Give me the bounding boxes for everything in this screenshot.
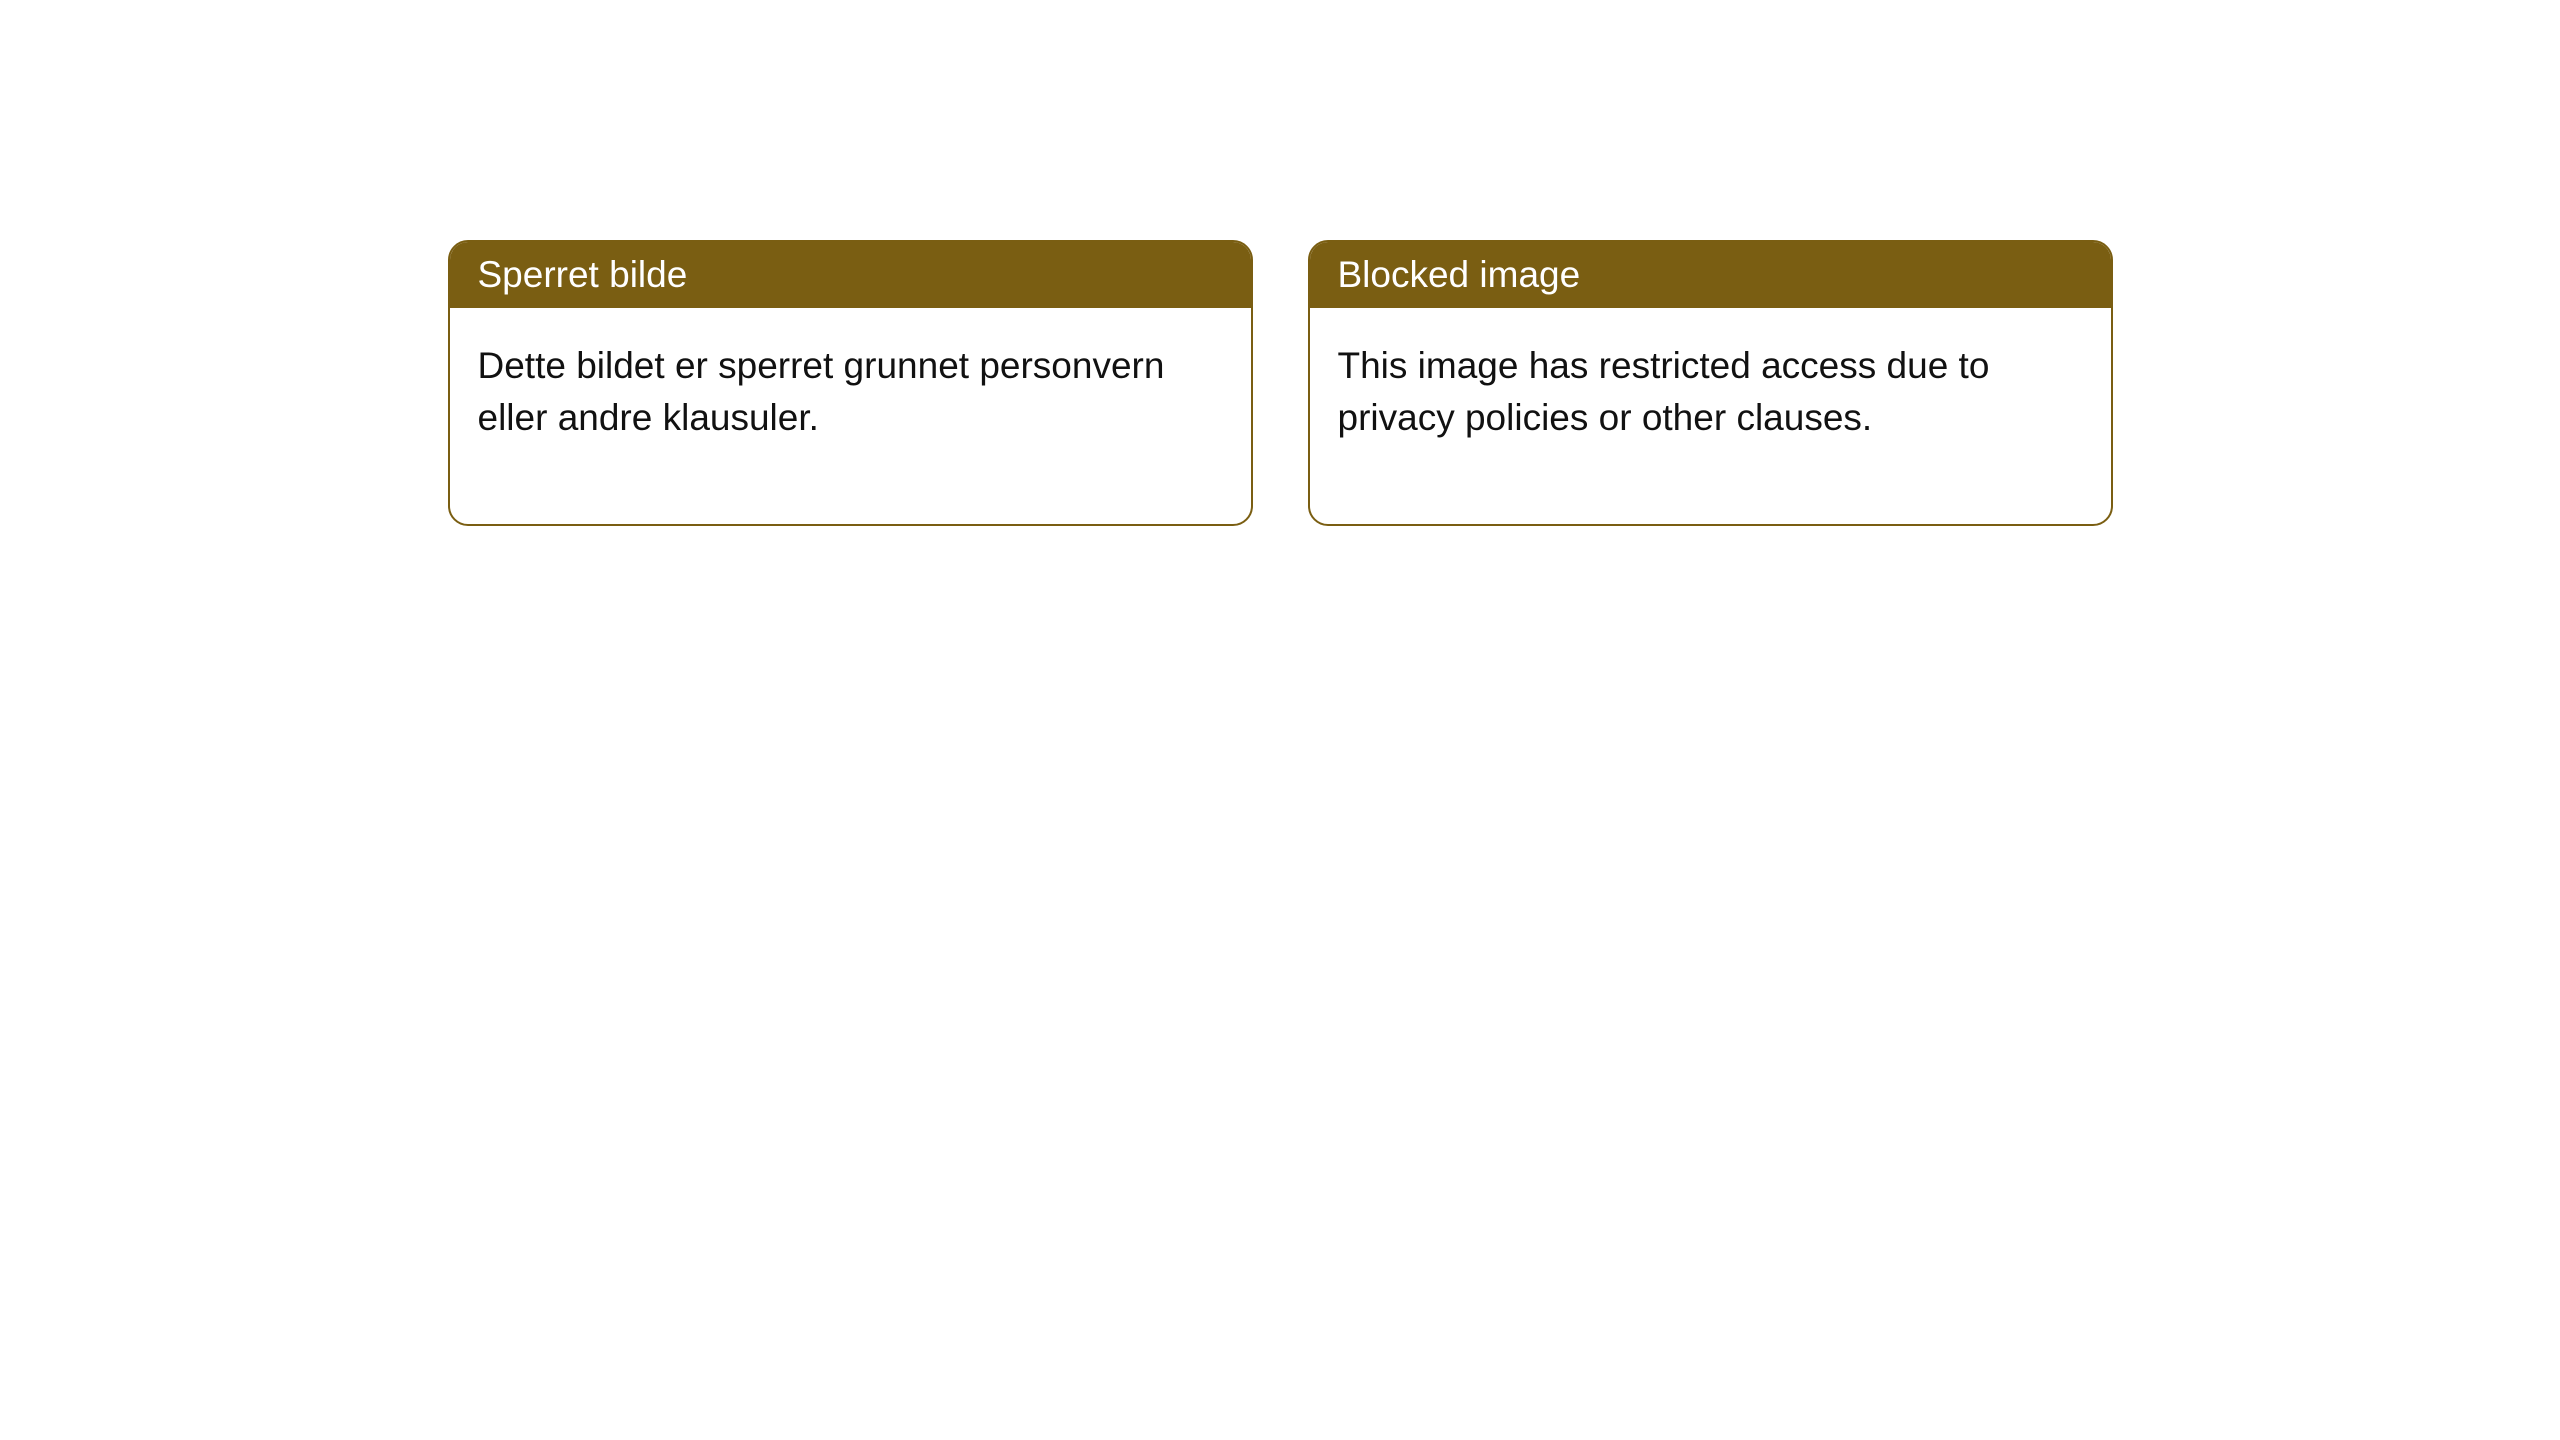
card-header: Blocked image xyxy=(1310,242,2111,308)
card-body-text: This image has restricted access due to … xyxy=(1310,308,2111,524)
notice-card-norwegian: Sperret bilde Dette bildet er sperret gr… xyxy=(448,240,1253,526)
card-body-text: Dette bildet er sperret grunnet personve… xyxy=(450,308,1251,524)
card-header: Sperret bilde xyxy=(450,242,1251,308)
notice-container: Sperret bilde Dette bildet er sperret gr… xyxy=(448,240,2113,526)
notice-card-english: Blocked image This image has restricted … xyxy=(1308,240,2113,526)
